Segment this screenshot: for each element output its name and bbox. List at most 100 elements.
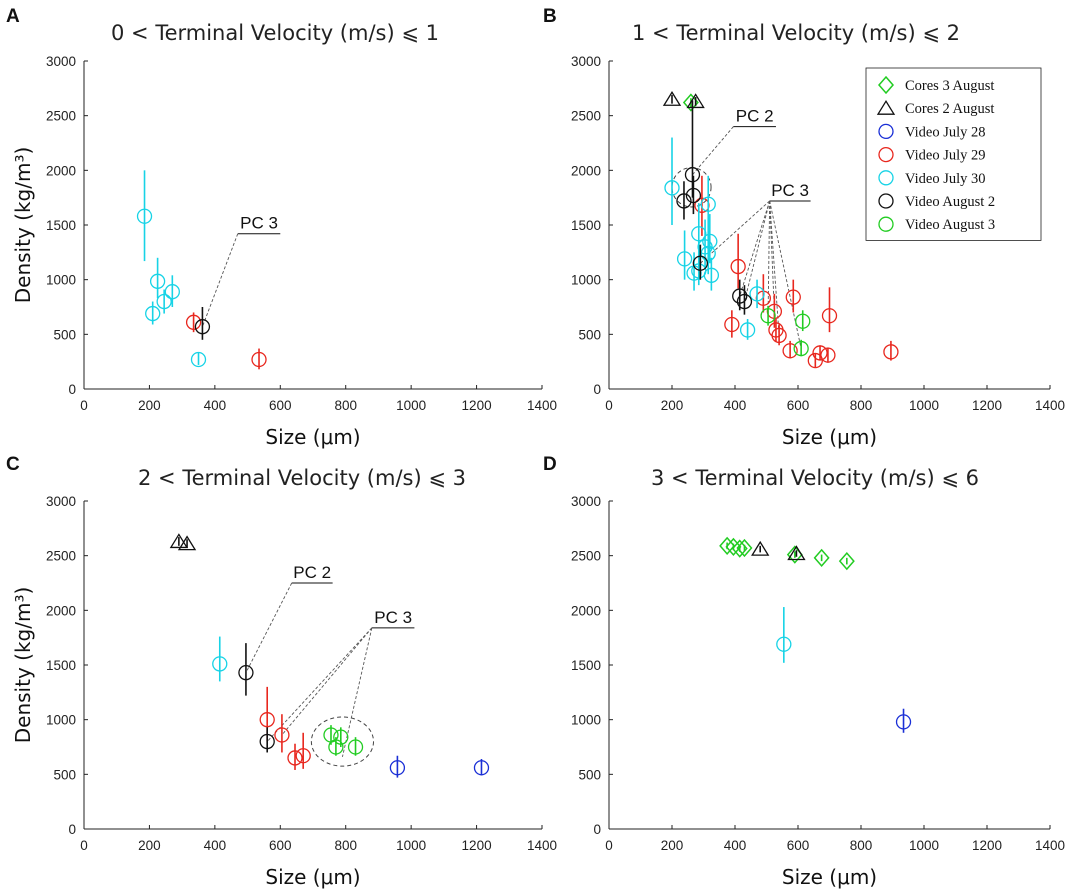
legend-label: Cores 3 August <box>905 78 994 94</box>
panel-b: B 1 < Terminal Velocity (m/s) ⩽ 2 0 200 400 6… <box>543 6 1065 449</box>
y-tick-label: 2500 <box>46 109 76 124</box>
data-point <box>776 636 792 652</box>
legend-marker <box>878 216 894 232</box>
data-point <box>145 305 161 322</box>
y-tick-label: 2000 <box>46 163 76 178</box>
x-axis-label: Size (μm) <box>782 865 877 889</box>
x-tick-label: 600 <box>787 838 810 853</box>
data-point <box>702 233 718 250</box>
data-point <box>676 251 693 267</box>
data-point <box>295 748 311 764</box>
legend-item: Video August 3 <box>878 216 995 233</box>
data-point <box>736 293 753 310</box>
x-tick-label: 0 <box>80 838 88 853</box>
x-tick-label: 200 <box>138 838 161 853</box>
data-point <box>194 319 211 335</box>
legend-marker <box>876 99 896 115</box>
y-tick-label: 0 <box>68 382 76 397</box>
data-point <box>749 286 765 302</box>
data-point <box>692 255 708 271</box>
data-point <box>725 537 742 557</box>
data-point <box>473 760 490 776</box>
chart-title: 1 < Terminal Velocity (m/s) ⩽ 2 <box>632 21 960 45</box>
y-tick-label: 3000 <box>571 54 601 69</box>
y-tick-label: 1000 <box>46 273 76 288</box>
y-tick-label: 2000 <box>46 603 76 618</box>
legend-label: Video July 30 <box>905 171 986 187</box>
annotation-leader <box>281 627 373 736</box>
x-tick-label: 400 <box>204 838 227 853</box>
legend-item: Video July 30 <box>878 170 986 187</box>
x-tick-label: 1400 <box>527 838 557 853</box>
data-point <box>251 351 267 368</box>
x-tick-label: 800 <box>850 398 873 413</box>
chart-title: 2 < Terminal Velocity (m/s) ⩽ 3 <box>138 466 466 490</box>
data-point <box>664 180 680 196</box>
x-tick-label: 0 <box>605 838 613 853</box>
data-point <box>787 545 806 561</box>
y-tick-label: 0 <box>593 822 601 837</box>
series-video-july-28 <box>389 755 490 778</box>
y-tick-label: 1000 <box>571 273 601 288</box>
x-tick-label: 200 <box>138 398 161 413</box>
data-point <box>169 533 189 549</box>
x-tick-label: 1400 <box>527 398 557 413</box>
data-point <box>736 538 753 558</box>
annotation-leader <box>342 627 373 757</box>
x-tick-label: 800 <box>850 838 873 853</box>
y-tick-label: 2000 <box>571 603 601 618</box>
annotation-label: PC 2 <box>293 563 331 582</box>
y-tick-label: 2500 <box>46 549 76 564</box>
data-point <box>838 551 855 571</box>
data-point <box>691 263 707 279</box>
y-axis-label: Density (kg/m³) <box>11 587 35 744</box>
legend-label: Video July 28 <box>905 124 986 140</box>
panel-c: C 2 < Terminal Velocity (m/s) ⩽ 3 0 200 400 6… <box>6 454 557 889</box>
legend-item: Video August 2 <box>878 193 995 210</box>
y-tick-label: 1500 <box>571 218 601 233</box>
series-video-july-30 <box>664 137 765 340</box>
annotation-leader <box>739 200 771 297</box>
y-tick-label: 1000 <box>571 713 601 728</box>
panel-letter: A <box>6 6 20 27</box>
data-point <box>739 322 756 338</box>
y-tick-label: 3000 <box>571 494 601 509</box>
x-tick-label: 800 <box>334 398 357 413</box>
x-tick-label: 800 <box>334 838 357 853</box>
data-point <box>389 760 406 776</box>
series-cores-2-august <box>662 91 705 109</box>
y-tick-label: 1500 <box>571 658 601 673</box>
legend-label: Video August 3 <box>905 217 995 233</box>
x-tick-label: 600 <box>269 838 292 853</box>
x-tick-label: 0 <box>80 398 88 413</box>
x-axis-label: Size (μm) <box>265 425 360 449</box>
annotation-label: PC 3 <box>240 214 278 233</box>
y-tick-label: 2500 <box>571 109 601 124</box>
x-tick-label: 400 <box>724 398 747 413</box>
data-point <box>719 536 736 555</box>
data-point <box>238 665 254 681</box>
data-point <box>684 167 701 183</box>
annotation-leader <box>767 200 771 316</box>
series-video-august-3 <box>760 305 811 357</box>
data-point <box>164 284 180 300</box>
legend-marker <box>878 146 894 163</box>
legend: Cores 3 August Cores 2 August Video July 2… <box>865 67 1042 241</box>
data-point <box>287 750 303 766</box>
x-tick-label: 1200 <box>462 398 492 413</box>
annotation-leader <box>266 627 373 742</box>
data-point <box>156 293 172 310</box>
data-point <box>782 343 798 359</box>
data-point <box>795 313 811 329</box>
group-ellipse <box>310 716 375 767</box>
data-point <box>333 729 349 745</box>
data-point <box>730 258 746 275</box>
data-point <box>700 196 716 212</box>
data-point <box>813 548 830 567</box>
y-tick-label: 500 <box>53 767 76 782</box>
data-point <box>274 727 290 743</box>
annotation-leader <box>769 200 775 312</box>
data-point <box>883 344 899 360</box>
data-point <box>662 91 682 106</box>
